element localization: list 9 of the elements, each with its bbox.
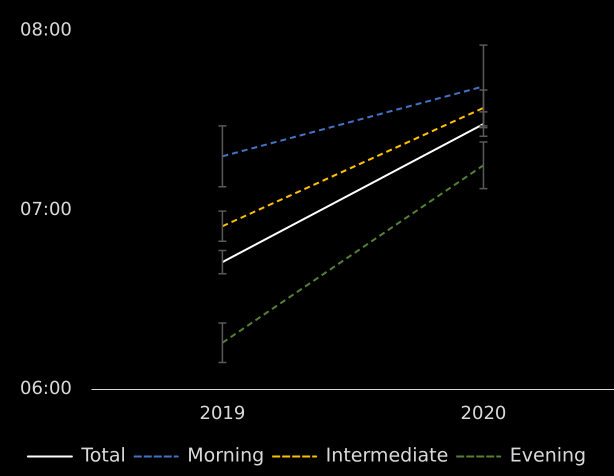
y-tick-label: 06:00 <box>20 378 72 400</box>
y-tick-label: 08:00 <box>20 19 72 40</box>
legend-label: Morning <box>187 444 264 466</box>
y-tick-label: 07:00 <box>20 198 72 220</box>
legend-label: Total <box>80 444 126 466</box>
x-tick-label: 2019 <box>200 402 246 424</box>
legend-label: Intermediate <box>326 444 448 466</box>
legend-label: Evening <box>510 444 586 466</box>
x-tick-label: 2020 <box>460 402 506 424</box>
